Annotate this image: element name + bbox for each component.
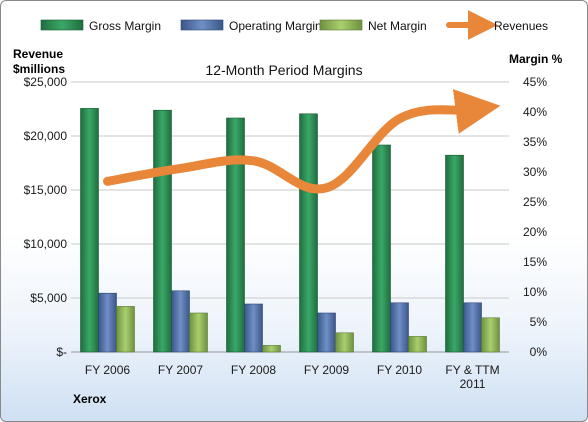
legend-item-operating-margin: Operating Margin (180, 19, 322, 33)
bar-gross-margin (445, 154, 464, 353)
bars (80, 108, 500, 353)
bar-operating-margin (171, 290, 190, 353)
right-tick-label: 15% (523, 255, 547, 269)
left-tick-label: $- (56, 345, 67, 359)
bar-operating-margin (317, 312, 336, 353)
bar-gross-margin (299, 113, 318, 353)
right-tick-label: 10% (523, 285, 547, 299)
bar-gross-margin (153, 109, 172, 353)
bar-operating-margin (390, 302, 409, 353)
company-label: Xerox (73, 392, 107, 406)
legend-swatch-operating-margin (180, 19, 224, 31)
x-tick-label: FY 2006 (85, 363, 130, 377)
revenue-line (103, 89, 501, 194)
bar-operating-margin (98, 292, 117, 353)
bar-operating-margin (244, 303, 263, 353)
bar-net-margin (481, 317, 500, 353)
bar-gross-margin (372, 144, 391, 353)
left-tick-label: $20,000 (24, 129, 68, 143)
bar-net-margin (408, 336, 427, 353)
chart-title: 12-Month Period Margins (205, 62, 362, 78)
x-tick-label: 2011 (460, 377, 486, 391)
left-axis-title-line-2: $millions (13, 62, 65, 76)
left-axis-title-line-1: Revenue (13, 47, 63, 61)
bar-net-margin (262, 345, 281, 353)
bar-net-margin (116, 306, 135, 353)
x-tick-label: FY 2007 (158, 363, 203, 377)
x-tick-label: FY & TTM (445, 363, 499, 377)
bar-net-margin (335, 332, 354, 353)
right-tick-label: 45% (523, 75, 547, 89)
x-tick-label: FY 2008 (231, 363, 276, 377)
left-axis-ticks: $- $5,000 $10,000 $15,000 $20,000 $25,000 (24, 75, 68, 359)
bar-operating-margin (463, 302, 482, 353)
left-tick-label: $25,000 (24, 75, 68, 89)
legend-item-revenues: Revenues (446, 10, 548, 40)
legend-label-operating-margin: Operating Margin (229, 19, 322, 33)
legend-swatch-net-margin (319, 19, 363, 31)
legend-item-gross-margin: Gross Margin (40, 19, 161, 33)
gridlines (71, 81, 509, 353)
right-tick-label: 0% (530, 345, 548, 359)
legend-label-net-margin: Net Margin (368, 19, 427, 33)
right-tick-label: 30% (523, 165, 547, 179)
right-axis-title: Margin % (509, 52, 563, 66)
left-tick-label: $5,000 (30, 291, 67, 305)
right-axis-ticks: 0% 5% 10% 15% 20% 25% 30% 35% 40% 45% (523, 75, 547, 359)
x-tick-label: FY 2009 (304, 363, 349, 377)
right-tick-label: 40% (523, 105, 547, 119)
bar-gross-margin (226, 117, 245, 353)
legend-swatch-gross-margin (40, 19, 84, 31)
right-tick-label: 35% (523, 135, 547, 149)
left-tick-label: $10,000 (24, 237, 68, 251)
x-axis-ticks: FY 2006 FY 2007 FY 2008 FY 2009 FY 2010 FY & … (85, 363, 500, 391)
legend-label-gross-margin: Gross Margin (89, 19, 161, 33)
left-tick-label: $15,000 (24, 183, 68, 197)
right-tick-label: 25% (523, 195, 547, 209)
legend-item-net-margin: Net Margin (319, 19, 427, 33)
legend-label-revenues: Revenues (494, 19, 548, 33)
revenue-line-path (103, 89, 501, 194)
x-tick-label: FY 2010 (377, 363, 422, 377)
right-tick-label: 20% (523, 225, 547, 239)
right-tick-label: 5% (530, 315, 548, 329)
bar-gross-margin (80, 108, 99, 353)
bar-net-margin (189, 312, 208, 353)
legend: Gross Margin Operating Margin Net Margin… (40, 10, 548, 40)
